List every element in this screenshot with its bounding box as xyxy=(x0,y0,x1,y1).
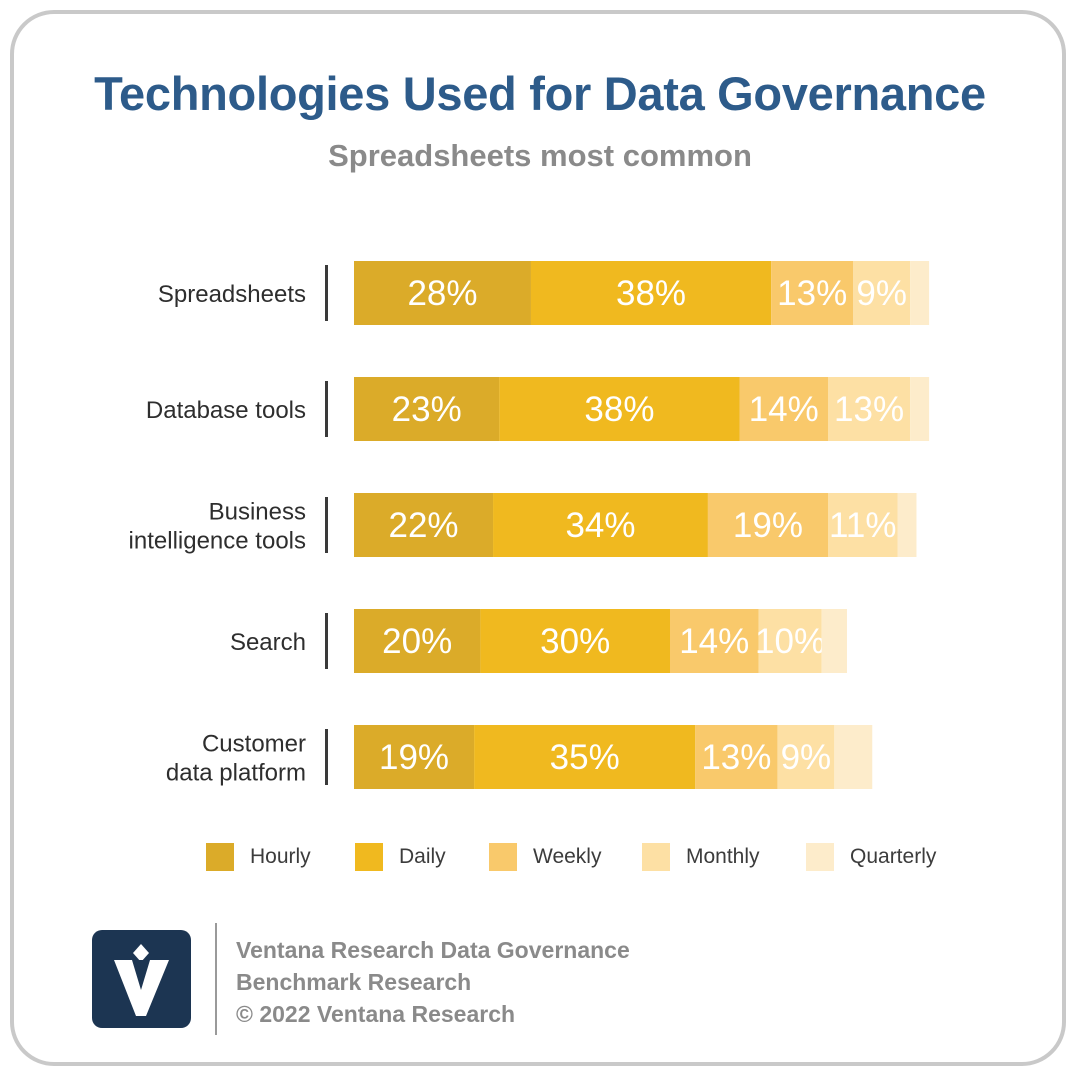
bar-segment-monthly xyxy=(758,609,822,673)
footer-line-1: Ventana Research Data Governance xyxy=(236,937,630,963)
footer-line-2: Benchmark Research xyxy=(236,969,472,995)
legend-item-monthly: Monthly xyxy=(642,842,760,872)
bar-segment-daily xyxy=(480,609,670,673)
legend-item-daily: Daily xyxy=(355,842,446,872)
bar-segment-monthly xyxy=(828,377,911,441)
data-label: 9% xyxy=(781,738,832,777)
legend-item-hourly: Hourly xyxy=(206,842,311,872)
category-label: Database tools xyxy=(146,397,306,424)
data-label: 30% xyxy=(540,622,610,661)
data-label: 34% xyxy=(565,506,635,545)
data-label: 11% xyxy=(829,506,896,545)
legend-swatch-quarterly xyxy=(806,843,834,871)
data-label: 38% xyxy=(616,274,686,313)
data-label: 35% xyxy=(550,738,620,777)
data-label: 10% xyxy=(755,622,825,661)
category-label: data platform xyxy=(166,760,306,787)
data-label: 13% xyxy=(777,274,847,313)
data-label: 13% xyxy=(701,738,771,777)
bar-segment-daily xyxy=(499,377,740,441)
legend-swatch-hourly xyxy=(206,843,234,871)
data-label: 28% xyxy=(407,274,477,313)
bar-segment-quarterly xyxy=(910,377,930,441)
legend-label-daily: Daily xyxy=(399,845,446,868)
bar-segment-weekly xyxy=(707,493,828,557)
bar-segment-daily xyxy=(493,493,708,557)
data-label: 38% xyxy=(584,390,654,429)
footer-line-3: © 2022 Ventana Research xyxy=(236,1001,516,1027)
data-label: 19% xyxy=(379,738,449,777)
category-axis-tick xyxy=(325,265,328,321)
data-label: 13% xyxy=(834,390,904,429)
data-label: 14% xyxy=(749,390,819,429)
legend-label-monthly: Monthly xyxy=(686,845,760,868)
category-label: intelligence tools xyxy=(129,528,306,555)
legend-swatch-daily xyxy=(355,843,383,871)
bar-segment-hourly xyxy=(354,725,475,789)
data-label: 20% xyxy=(382,622,452,661)
category-label: Business xyxy=(209,499,306,526)
legend-label-weekly: Weekly xyxy=(533,845,602,868)
bar-segment-daily xyxy=(474,725,696,789)
category-axis-tick xyxy=(325,613,328,669)
stacked-bar-chart: Spreadsheets 28% 38% 13% 9%Database tools 23%… xyxy=(129,261,930,789)
bar-segment-quarterly xyxy=(897,493,917,557)
legend-item-weekly: Weekly xyxy=(489,842,601,872)
chart-legend: Hourly Daily Weekly Monthly Quarterly xyxy=(206,842,966,872)
category-axis-tick xyxy=(325,497,328,553)
data-label: 14% xyxy=(679,622,749,661)
bar-segment-weekly xyxy=(695,725,778,789)
bar-segment-weekly xyxy=(771,261,854,325)
chart-title: Technologies Used for Data Governance xyxy=(94,67,986,120)
footer-source: Ventana Research Data Governance Benchma… xyxy=(236,934,630,1030)
legend-label-quarterly: Quarterly xyxy=(850,845,937,868)
data-label: 22% xyxy=(388,506,458,545)
ventana-v-logo-icon xyxy=(92,930,191,1028)
category-label: Search xyxy=(230,629,306,656)
bar-segment-monthly xyxy=(777,725,835,789)
bar-segment-monthly xyxy=(828,493,898,557)
bar-segment-hourly xyxy=(354,609,481,673)
bar-segment-hourly xyxy=(354,261,531,325)
bar-segment-quarterly xyxy=(910,261,930,325)
bar-segment-weekly xyxy=(739,377,828,441)
category-axis-tick xyxy=(325,381,328,437)
bar-segment-quarterly xyxy=(834,725,873,789)
legend-swatch-monthly xyxy=(642,843,670,871)
legend-label-hourly: Hourly xyxy=(250,845,311,868)
bar-segment-daily xyxy=(530,261,772,325)
category-label: Spreadsheets xyxy=(158,281,306,308)
bar-segment-hourly xyxy=(354,377,500,441)
bar-segment-hourly xyxy=(354,493,494,557)
data-label: 9% xyxy=(856,274,907,313)
bar-segment-weekly xyxy=(670,609,759,673)
bar-segment-quarterly xyxy=(821,609,847,673)
data-label: 19% xyxy=(733,506,803,545)
data-label: 23% xyxy=(392,390,462,429)
bar-segment-monthly xyxy=(853,261,911,325)
legend-swatch-weekly xyxy=(489,843,517,871)
footer-divider xyxy=(215,923,217,1035)
category-axis-tick xyxy=(325,729,328,785)
chart-subtitle: Spreadsheets most common xyxy=(328,138,752,173)
category-label: Customer xyxy=(202,731,306,758)
legend-item-quarterly: Quarterly xyxy=(806,842,936,872)
